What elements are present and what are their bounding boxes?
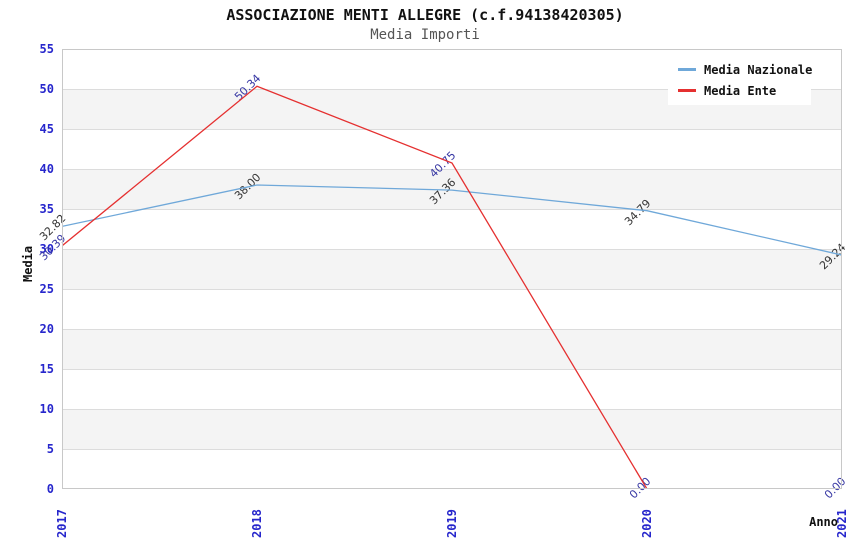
series-line-media-ente [62, 85, 842, 489]
x-tick-label: 2019 [445, 509, 459, 538]
plot-area: 32.82 38.00 37.36 34.79 29.24 30.39 50.34 40.75… [37, 49, 848, 501]
y-tick-label: 5 [46, 442, 54, 456]
gridline [62, 89, 842, 90]
y-tick-label: 10 [39, 402, 54, 416]
y-tick-label: 0 [46, 482, 54, 496]
series-lines [62, 85, 842, 489]
y-tick-label: 55 [39, 42, 54, 56]
gridline [62, 129, 842, 130]
legend-swatch-media-nazionale [678, 68, 696, 71]
gridline [62, 169, 842, 170]
legend-item: Media Ente [668, 80, 811, 101]
gridline [62, 209, 842, 210]
gridline [62, 249, 842, 250]
x-tick-label: 2020 [640, 509, 654, 538]
gridline [62, 329, 842, 330]
y-tick-label: 50 [39, 82, 54, 96]
legend-swatch-media-ente [678, 89, 696, 92]
chart-subtitle: Media Importi [370, 27, 480, 43]
gridline [62, 409, 842, 410]
y-tick-label: 40 [39, 162, 54, 176]
gridline [62, 449, 842, 450]
x-tick-label: 2017 [55, 509, 69, 538]
chart-title: ASSOCIAZIONE MENTI ALLEGRE (c.f.94138420… [226, 6, 624, 24]
series-line-media-nazionale [62, 184, 842, 256]
y-tick-label: 15 [39, 362, 54, 376]
x-axis-title: Anno [809, 515, 838, 529]
y-tick-label: 20 [39, 322, 54, 336]
gridline [62, 289, 842, 290]
legend-label: Media Ente [704, 83, 777, 98]
y-tick-label: 30 [39, 242, 54, 256]
legend: Media Nazionale Media Ente [668, 55, 813, 105]
legend-label: Media Nazionale [704, 62, 813, 77]
x-tick-label: 2018 [250, 509, 264, 538]
y-tick-label: 45 [39, 122, 54, 136]
y-tick-label: 25 [39, 282, 54, 296]
legend-item: Media Nazionale [668, 59, 813, 80]
y-tick-label: 35 [39, 202, 54, 216]
gridline [62, 369, 842, 370]
